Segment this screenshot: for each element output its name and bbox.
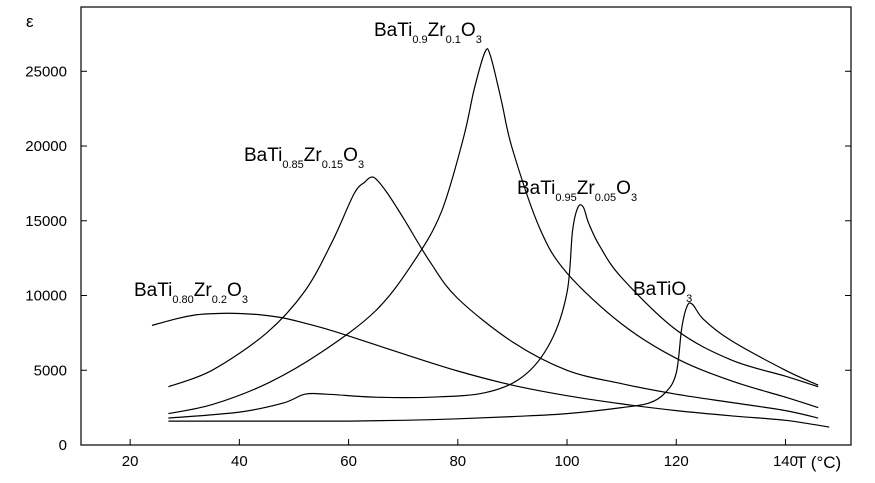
series-line-1 (168, 176, 819, 419)
x-tick-label: 40 (231, 453, 248, 470)
plot-frame (80, 6, 852, 446)
series-label-bati095zr005o3: BaTi0.95Zr0.05O3 (517, 178, 637, 204)
series-label-bati085zr015o3: BaTi0.85Zr0.15O3 (244, 145, 364, 171)
y-tick-label: 10000 (25, 288, 67, 305)
axis-ticks: 20 40 60 80 100 120 140 0 5000 10000 15000 20000 250… (25, 63, 851, 470)
series-line-0 (151, 312, 830, 428)
x-tick-label: 140 (773, 453, 798, 470)
y-tick-label: 20000 (25, 138, 67, 155)
series-line-2 (168, 48, 819, 415)
y-tick-label: 0 (59, 437, 67, 454)
y-tick-label: 25000 (25, 63, 67, 80)
y-tick-label: 15000 (25, 213, 67, 230)
x-tick-label: 20 (122, 453, 139, 470)
x-tick-label: 60 (340, 453, 357, 470)
x-axis-title: T (°C) (796, 453, 841, 472)
x-tick-label: 120 (664, 453, 689, 470)
series-curves (151, 48, 830, 428)
series-line-3 (168, 204, 819, 419)
y-axis-title: ε (26, 12, 34, 31)
x-tick-label: 80 (449, 453, 466, 470)
y-tick-label: 5000 (34, 362, 67, 379)
series-line-4 (168, 302, 819, 422)
series-label-batio3: BaTiO3 (633, 279, 692, 305)
series-label-bati09zr01o3: BaTi0.9Zr0.1O3 (374, 20, 482, 46)
x-tick-label: 100 (555, 453, 580, 470)
series-label-bati080zr02o3: BaTi0.80Zr0.2O3 (134, 280, 248, 306)
